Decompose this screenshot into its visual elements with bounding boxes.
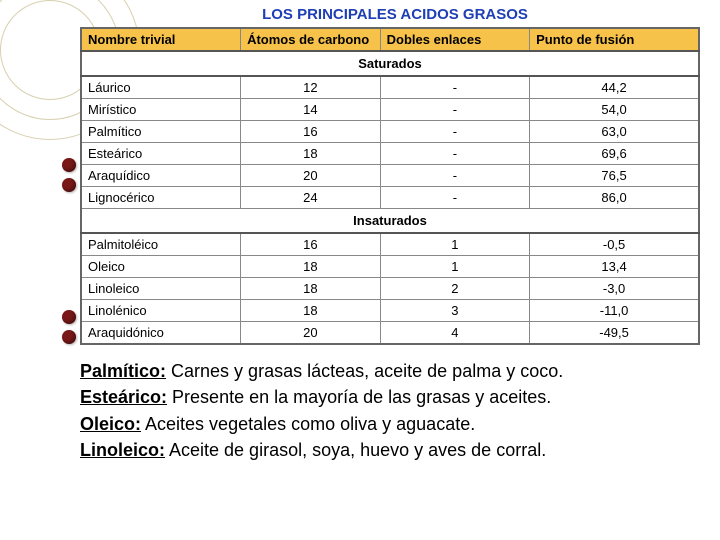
table-row: Lignocérico24-86,0 xyxy=(81,187,699,209)
description-term: Palmítico: xyxy=(80,361,166,381)
cell-name: Araquídico xyxy=(81,165,241,187)
cell-mp: -3,0 xyxy=(530,278,699,300)
description-term: Oleico: xyxy=(80,414,141,434)
cell-carbons: 16 xyxy=(241,121,381,143)
description-text: Aceites vegetales como oliva y aguacate. xyxy=(141,414,475,434)
table-row: Palmítico16-63,0 xyxy=(81,121,699,143)
table-row: Mirístico14-54,0 xyxy=(81,99,699,121)
cell-name: Oleico xyxy=(81,256,241,278)
cell-bonds: 4 xyxy=(380,322,529,345)
cell-bonds: - xyxy=(380,99,529,121)
cell-bonds: - xyxy=(380,76,529,99)
description-text: Carnes y grasas lácteas, aceite de palma… xyxy=(166,361,563,381)
cell-carbons: 24 xyxy=(241,187,381,209)
description-text: Presente en la mayoría de las grasas y a… xyxy=(167,387,551,407)
cell-carbons: 16 xyxy=(241,233,381,256)
fatty-acids-table: Nombre trivial Átomos de carbono Dobles … xyxy=(80,27,700,345)
cell-name: Linoleico xyxy=(81,278,241,300)
cell-carbons: 18 xyxy=(241,256,381,278)
cell-mp: 44,2 xyxy=(530,76,699,99)
col-header-mp: Punto de fusión xyxy=(530,28,699,51)
cell-bonds: 3 xyxy=(380,300,529,322)
table-section-header: Insaturados xyxy=(81,209,699,234)
description-line: Esteárico: Presente en la mayoría de las… xyxy=(80,385,710,409)
cell-carbons: 18 xyxy=(241,143,381,165)
cell-bonds: 2 xyxy=(380,278,529,300)
cell-name: Palmítico xyxy=(81,121,241,143)
cell-mp: 13,4 xyxy=(530,256,699,278)
cell-bonds: - xyxy=(380,165,529,187)
cell-name: Araquidónico xyxy=(81,322,241,345)
col-header-bonds: Dobles enlaces xyxy=(380,28,529,51)
table-row: Linolénico183-11,0 xyxy=(81,300,699,322)
cell-name: Lignocérico xyxy=(81,187,241,209)
col-header-name: Nombre trivial xyxy=(81,28,241,51)
cell-mp: 54,0 xyxy=(530,99,699,121)
table-row: Palmitoléico161-0,5 xyxy=(81,233,699,256)
col-header-carbons: Átomos de carbono xyxy=(241,28,381,51)
cell-mp: 63,0 xyxy=(530,121,699,143)
cell-name: Palmitoléico xyxy=(81,233,241,256)
description-term: Linoleico: xyxy=(80,440,165,460)
cell-carbons: 18 xyxy=(241,300,381,322)
cell-name: Esteárico xyxy=(81,143,241,165)
cell-bonds: - xyxy=(380,187,529,209)
description-line: Oleico: Aceites vegetales como oliva y a… xyxy=(80,412,710,436)
table-row: Araquidónico204-49,5 xyxy=(81,322,699,345)
cell-carbons: 14 xyxy=(241,99,381,121)
description-line: Palmítico: Carnes y grasas lácteas, acei… xyxy=(80,359,710,383)
table-row: Láurico12-44,2 xyxy=(81,76,699,99)
descriptions-block: Palmítico: Carnes y grasas lácteas, acei… xyxy=(0,345,720,462)
cell-mp: 86,0 xyxy=(530,187,699,209)
table-title: LOS PRINCIPALES ACIDOS GRASOS xyxy=(80,6,710,23)
cell-mp: 76,5 xyxy=(530,165,699,187)
cell-carbons: 20 xyxy=(241,165,381,187)
cell-mp: 69,6 xyxy=(530,143,699,165)
cell-bonds: - xyxy=(380,121,529,143)
table-row: Linoleico182-3,0 xyxy=(81,278,699,300)
description-line: Linoleico: Aceite de girasol, soya, huev… xyxy=(80,438,710,462)
cell-name: Linolénico xyxy=(81,300,241,322)
description-text: Aceite de girasol, soya, huevo y aves de… xyxy=(165,440,546,460)
cell-bonds: 1 xyxy=(380,233,529,256)
table-row: Esteárico18-69,6 xyxy=(81,143,699,165)
description-term: Esteárico: xyxy=(80,387,167,407)
cell-carbons: 12 xyxy=(241,76,381,99)
cell-mp: -49,5 xyxy=(530,322,699,345)
cell-carbons: 20 xyxy=(241,322,381,345)
cell-mp: -11,0 xyxy=(530,300,699,322)
cell-name: Láurico xyxy=(81,76,241,99)
cell-carbons: 18 xyxy=(241,278,381,300)
table-header-row: Nombre trivial Átomos de carbono Dobles … xyxy=(81,28,699,51)
table-row: Araquídico20-76,5 xyxy=(81,165,699,187)
cell-bonds: - xyxy=(380,143,529,165)
cell-mp: -0,5 xyxy=(530,233,699,256)
cell-name: Mirístico xyxy=(81,99,241,121)
cell-bonds: 1 xyxy=(380,256,529,278)
table-section-header: Saturados xyxy=(81,51,699,76)
table-row: Oleico18113,4 xyxy=(81,256,699,278)
